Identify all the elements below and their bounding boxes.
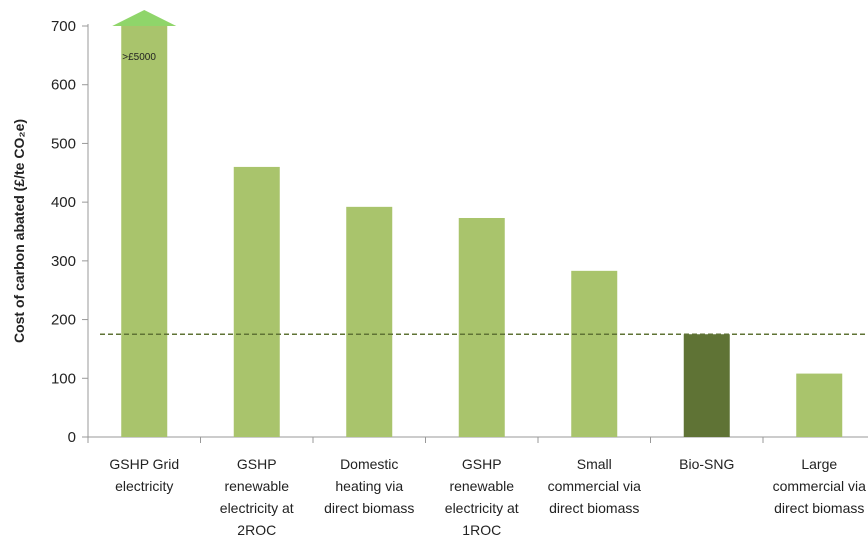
bar — [458, 217, 505, 437]
y-tick-label: 600 — [51, 77, 76, 94]
bar — [233, 166, 280, 437]
annotations: >£5000 — [112, 10, 177, 63]
category-label-line: electricity at — [220, 500, 294, 516]
category-label-line: renewable — [224, 478, 289, 494]
up-arrow-icon — [112, 10, 177, 26]
category-label: GSHP Grid electricity — [109, 456, 179, 494]
category-label: Small commercial via direct biomass — [548, 456, 642, 516]
category-label: Bio-SNG — [679, 456, 734, 472]
category-label-line: heating via — [335, 478, 403, 494]
category-label: GSHP renewable electricity at 2ROC — [220, 456, 294, 536]
category-label-line: electricity — [115, 478, 173, 494]
category-label-line: Small — [577, 456, 612, 472]
bar-annotation: >£5000 — [122, 52, 156, 63]
category-label-line: 1ROC — [462, 522, 501, 536]
category-label-line: electricity at — [445, 500, 519, 516]
x-axis-ticks — [87, 437, 764, 443]
y-axis-label: Cost of carbon abated (£/te CO₂e) — [11, 119, 27, 343]
category-label-line: Bio-SNG — [679, 456, 734, 472]
category-label-line: GSHP — [462, 456, 502, 472]
y-tick-label: 200 — [51, 312, 76, 329]
category-label-line: 2ROC — [237, 522, 276, 536]
category-label: GSHP renewable electricity at 1ROC — [445, 456, 519, 536]
category-label-line: commercial via — [548, 478, 642, 494]
y-tick-label: 400 — [51, 194, 76, 211]
y-tick-label: 100 — [51, 370, 76, 387]
y-axis-ticks: 0 100 200 300 400 500 600 700 — [51, 18, 88, 446]
category-label-line: GSHP — [237, 456, 277, 472]
bar — [796, 373, 843, 437]
bar — [121, 26, 168, 437]
category-label: Domestic heating via direct biomass — [324, 456, 414, 516]
bar — [346, 206, 393, 437]
category-label-line: GSHP Grid — [109, 456, 179, 472]
y-tick-label: 300 — [51, 253, 76, 270]
category-label-line: renewable — [449, 478, 514, 494]
y-axis-label-group: Cost of carbon abated (£/te CO₂e) — [11, 119, 27, 343]
bar — [571, 270, 618, 437]
category-label-line: Large — [801, 456, 837, 472]
y-tick-label: 0 — [68, 429, 76, 446]
category-label-line: Domestic — [340, 456, 398, 472]
category-label-line: direct biomass — [774, 500, 864, 516]
category-labels: GSHP Grid electricity GSHP renewable electri… — [109, 456, 866, 536]
category-label-line: direct biomass — [549, 500, 639, 516]
category-label: Large commercial via direct biomass — [773, 456, 867, 516]
y-tick-label: 700 — [51, 18, 76, 35]
category-label-line: direct biomass — [324, 500, 414, 516]
y-tick-label: 500 — [51, 135, 76, 152]
bars — [121, 26, 843, 437]
category-label-line: commercial via — [773, 478, 867, 494]
bar — [683, 334, 730, 437]
